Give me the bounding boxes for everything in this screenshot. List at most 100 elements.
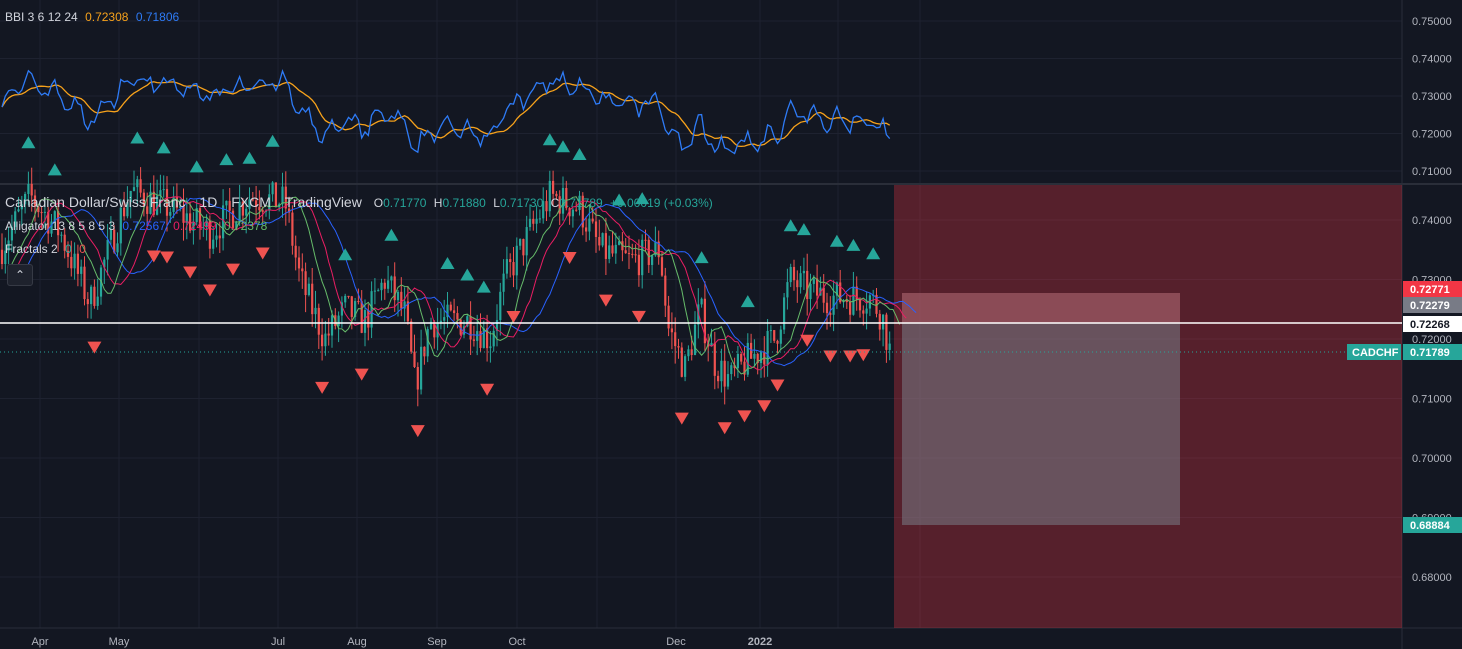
candle-body: [10, 226, 13, 241]
candle-body: [568, 208, 571, 217]
fractal-down-arrow: [674, 412, 689, 425]
candle-body: [588, 218, 591, 232]
time-axis[interactable]: Apr May Jul Aug Sep Oct Dec 2022: [31, 636, 772, 648]
candle-body: [680, 347, 683, 377]
candle-body: [146, 206, 149, 214]
candle-body: [809, 283, 812, 300]
candle-body: [192, 222, 195, 231]
candle-body: [829, 313, 832, 315]
top-axis-tick-label: 0.71000: [1412, 166, 1452, 178]
candle-body: [845, 300, 848, 303]
candle-body: [624, 250, 627, 254]
fractal-down-arrow: [800, 334, 815, 347]
candle-body: [495, 320, 499, 331]
price-line-tag-bg: [1403, 316, 1462, 332]
candle-body: [426, 329, 429, 357]
ohlc-high: 0.71880: [442, 196, 486, 210]
candle-body: [93, 286, 96, 306]
bbi-indicator-pane[interactable]: [1, 68, 891, 155]
candle-body: [604, 233, 607, 259]
candle-body: [17, 209, 20, 212]
source-label: TradingView: [284, 194, 362, 210]
candle-body: [522, 239, 525, 256]
fractal-down-arrow: [856, 349, 871, 362]
candle-body: [532, 218, 535, 224]
fractal-up-arrow: [542, 133, 557, 146]
main-axis-tick-label: 0.70000: [1412, 453, 1452, 465]
ohlc-close: 0.71789: [559, 196, 603, 210]
candle-body: [238, 201, 241, 223]
broker-label: FXCM: [231, 194, 271, 210]
candle-body: [555, 193, 558, 197]
candle-body: [314, 307, 317, 315]
candle-body: [585, 227, 588, 232]
candle-body: [641, 239, 644, 276]
take-profit-zone[interactable]: [902, 293, 1180, 525]
candle-body: [337, 315, 340, 327]
candle-body: [693, 324, 697, 355]
fractal-up-arrow: [694, 251, 709, 264]
candle-body: [103, 259, 106, 268]
candle-body: [862, 310, 865, 314]
candle-body: [106, 239, 109, 260]
candle-body: [24, 193, 27, 205]
candle-body: [697, 304, 700, 325]
candle-body: [66, 250, 70, 257]
candle-body: [245, 208, 248, 216]
bbi-legend[interactable]: BBI 3 6 12 24 0.72308 0.71806: [5, 10, 183, 24]
alligator-jaw-value: 0.72567: [122, 219, 166, 233]
fractal-down-arrow: [843, 350, 858, 363]
candle-body: [14, 211, 17, 227]
symbol-legend[interactable]: Canadian Dollar/Swiss Franc 1D FXCM Trad…: [5, 194, 721, 210]
candle-body: [700, 298, 703, 305]
candle-body: [773, 330, 776, 341]
candle-body: [858, 299, 862, 311]
symbol-tag: CADCHF: [1352, 347, 1399, 359]
candle-body: [284, 186, 287, 209]
fractal-down-arrow: [87, 341, 102, 354]
candle-body: [235, 222, 238, 228]
candle-body: [47, 211, 50, 234]
candle-body: [393, 276, 396, 301]
candle-body: [360, 301, 363, 333]
interval-label: 1D: [199, 194, 218, 210]
candle-body: [344, 295, 347, 303]
time-axis-label: 2022: [748, 636, 772, 648]
fractal-down-arrow: [631, 310, 646, 323]
candle-body: [40, 212, 43, 214]
time-axis-label: Jul: [271, 636, 285, 648]
ohlc-change: +0.00019 (+0.03%): [610, 196, 713, 210]
candle-body: [129, 190, 132, 203]
candle-body: [439, 320, 442, 323]
candle-body: [456, 313, 459, 320]
entry-price-tag-bg: [1403, 297, 1462, 313]
ohlc-high-key: H: [433, 196, 443, 210]
candle-body: [476, 331, 479, 341]
fractal-up-arrow: [156, 141, 171, 154]
candle-body: [548, 180, 551, 212]
chevron-up-icon[interactable]: ⌃: [7, 264, 33, 286]
main-axis-tick-label: 0.74000: [1412, 215, 1452, 227]
top-axis-tick-label: 0.74000: [1412, 54, 1452, 66]
candle-body: [776, 340, 779, 344]
fractal-up-arrow: [21, 136, 36, 149]
candle-body: [202, 227, 205, 229]
candle-body: [832, 295, 835, 315]
alligator-legend[interactable]: Alligator 13 8 5 8 5 3 0.72567 0.72499 0…: [5, 219, 271, 233]
price-axes[interactable]: 0.75000 0.74000 0.73000 0.72000 0.71000 0.740…: [1412, 16, 1452, 584]
candle-body: [796, 280, 799, 288]
candle-body: [27, 183, 30, 194]
candle-body: [132, 187, 136, 191]
fractals-legend[interactable]: Fractals 2 0 0: [5, 242, 90, 256]
fractal-down-arrow: [757, 400, 772, 413]
top-axis-tick-label: 0.73000: [1412, 91, 1452, 103]
candle-body: [855, 286, 858, 300]
candle-body: [743, 361, 746, 375]
candle-body: [611, 245, 614, 254]
fractal-down-arrow: [770, 379, 785, 392]
candle-body: [90, 286, 93, 305]
candle-body: [363, 310, 367, 333]
candle-body: [182, 206, 185, 223]
candle-body: [109, 229, 112, 240]
